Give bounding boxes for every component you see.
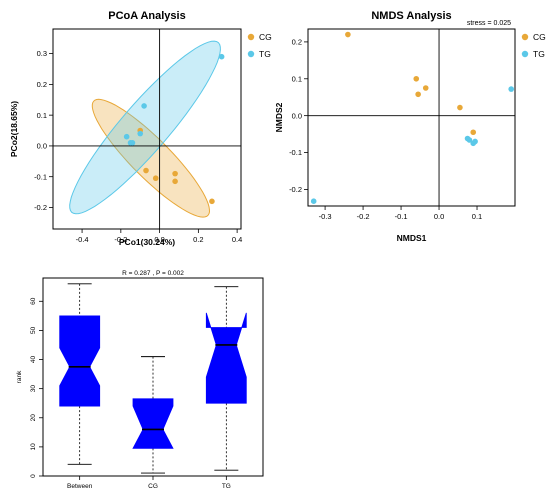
x-tick-label: -0.3	[319, 212, 332, 221]
y-tick-label: 20	[30, 414, 37, 422]
legend-label-tg: TG	[533, 49, 545, 59]
y-tick-label: 0.2	[37, 80, 47, 89]
plot-frame	[307, 28, 516, 207]
y-tick-label: 40	[30, 356, 37, 364]
y-tick-label: 0.0	[292, 111, 302, 120]
legend-marker-tg	[247, 50, 255, 58]
y-tick-label: 0.2	[292, 38, 302, 47]
data-point-tg	[123, 133, 130, 140]
y-axis-label: PCo2(18.65%)	[9, 101, 19, 157]
data-point-tg	[310, 198, 317, 205]
x-axis-label: PCo1(30.24%)	[119, 237, 175, 247]
x-tick-label: 0.1	[472, 212, 482, 221]
data-point-cg	[413, 75, 420, 82]
chart-title: NMDS Analysis	[371, 10, 451, 22]
x-tick-label: 0.2	[193, 235, 203, 244]
y-tick-label: -0.1	[34, 172, 47, 181]
pcoa-panel: -0.4 -0.2 0.0 0.2 0.4 -0.2 -0.1 0.0 0.1 0.2 0.3 PCo…	[9, 10, 272, 247]
anosim-boxplot-panel: Between CG TG 0 10 20 30 40 50 60 R = 0.287 , P = …	[16, 270, 264, 490]
data-point-tg	[472, 138, 478, 145]
legend-marker-cg	[247, 33, 255, 41]
data-point-tg	[141, 103, 147, 109]
y-tick-label: 0.3	[37, 49, 47, 58]
y-tick-label: 60	[30, 297, 37, 305]
data-point-tg	[508, 86, 515, 92]
x-tick-label: -0.2	[114, 235, 127, 244]
data-point-cg	[345, 31, 351, 38]
category-label: Between	[67, 483, 93, 490]
y-axis-label: NMDS2	[274, 102, 284, 132]
data-point-tg	[466, 137, 473, 143]
data-point-cg	[172, 170, 178, 177]
confidence-ellipse-tg	[69, 40, 221, 215]
x-tick-label: -0.4	[76, 235, 89, 244]
data-point-tg	[137, 130, 144, 137]
y-tick-label: -0.2	[289, 185, 302, 194]
x-tick-label: 0.4	[232, 235, 242, 244]
x-tick-label: -0.1	[395, 212, 408, 221]
y-tick-label: 10	[30, 443, 37, 451]
y-tick-label: 0.1	[292, 74, 302, 83]
box-tg	[205, 312, 247, 404]
x-tick-label: 0.0	[154, 235, 164, 244]
y-tick-label: -0.1	[289, 148, 302, 157]
x-axis-label: NMDS1	[397, 233, 427, 243]
x-tick-label: -0.2	[357, 212, 370, 221]
y-tick-label: 0.0	[37, 142, 47, 151]
y-tick-label: 0	[30, 474, 37, 478]
data-point-cg	[143, 167, 149, 174]
y-tick-label: 0.1	[37, 111, 47, 120]
y-axis-label: rank	[16, 370, 23, 383]
data-point-cg	[422, 85, 429, 91]
category-label: TG	[222, 483, 231, 490]
y-tick-label: 50	[30, 326, 37, 334]
data-point-cg	[172, 178, 178, 185]
data-point-tg	[218, 53, 225, 60]
legend-marker-tg	[521, 50, 529, 58]
data-point-cg	[470, 129, 477, 136]
legend-label-tg: TG	[259, 49, 271, 59]
confidence-ellipse-cg	[91, 98, 211, 218]
chart-title: PCoA Analysis	[108, 10, 185, 22]
box-between	[59, 315, 101, 407]
legend-marker-cg	[521, 33, 529, 41]
y-tick-label: 30	[30, 385, 37, 393]
legend-label-cg: CG	[259, 32, 272, 42]
nmds-panel: -0.3 -0.2 -0.1 0.0 0.1 -0.2 -0.1 0.0 0.1 0.2 NMDS …	[274, 10, 546, 243]
data-point-cg	[415, 91, 421, 98]
data-point-tg	[129, 140, 136, 146]
box-cg	[132, 398, 174, 449]
stress-annotation: stress = 0.025	[467, 20, 511, 27]
data-point-cg	[457, 104, 463, 111]
data-point-cg	[152, 175, 159, 182]
data-point-cg	[209, 198, 215, 205]
y-tick-label: -0.2	[34, 203, 47, 212]
category-label: CG	[148, 483, 158, 490]
statistics-title: R = 0.287 , P = 0.002	[122, 270, 184, 277]
legend-label-cg: CG	[533, 32, 546, 42]
x-tick-label: 0.0	[434, 212, 444, 221]
plot-frame	[52, 28, 242, 230]
